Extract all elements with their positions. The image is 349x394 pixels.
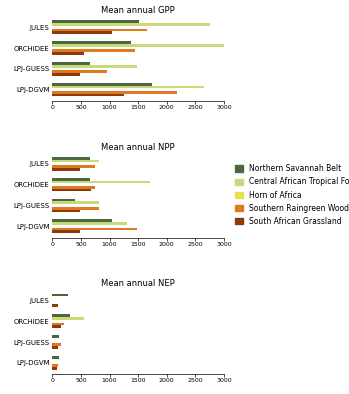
Bar	[52, 201, 99, 204]
Bar	[52, 70, 107, 73]
Bar	[52, 23, 210, 26]
Bar	[52, 207, 99, 210]
Bar	[52, 230, 80, 233]
Bar	[52, 31, 112, 34]
Title: Mean annual NPP: Mean annual NPP	[101, 143, 175, 152]
Bar	[52, 165, 95, 168]
Bar	[52, 210, 80, 212]
Bar	[52, 189, 91, 191]
Legend: Northern Savannah Belt, Central African Tropical Forest, Horn of Africa, Souther: Northern Savannah Belt, Central African …	[235, 164, 349, 226]
Bar	[52, 335, 59, 338]
Bar	[52, 346, 58, 349]
Bar	[52, 157, 90, 160]
Bar	[52, 49, 135, 52]
Bar	[52, 305, 58, 307]
Bar	[52, 178, 90, 180]
Bar	[52, 367, 57, 370]
Bar	[52, 52, 84, 55]
Bar	[52, 186, 95, 189]
Bar	[52, 323, 64, 325]
Bar	[52, 325, 61, 328]
Bar	[52, 219, 112, 222]
Bar	[52, 314, 69, 317]
Bar	[52, 20, 139, 23]
Bar	[52, 83, 153, 85]
Bar	[52, 222, 127, 225]
Bar	[52, 160, 99, 162]
Bar	[52, 180, 150, 183]
Bar	[52, 228, 137, 230]
Bar	[52, 29, 147, 31]
Bar	[52, 364, 58, 367]
Bar	[52, 199, 75, 201]
Bar	[52, 94, 124, 97]
Bar	[52, 344, 61, 346]
Bar	[52, 294, 68, 296]
Bar	[52, 91, 177, 94]
Bar	[52, 65, 137, 67]
Bar	[52, 168, 80, 171]
Bar	[52, 62, 90, 65]
Bar	[52, 85, 204, 88]
Title: Mean annual GPP: Mean annual GPP	[101, 6, 175, 15]
Bar	[52, 44, 230, 46]
Title: Mean annual NEP: Mean annual NEP	[101, 279, 175, 288]
Bar	[52, 317, 84, 320]
Bar	[52, 41, 131, 44]
Bar	[52, 73, 80, 76]
Bar	[52, 356, 59, 359]
